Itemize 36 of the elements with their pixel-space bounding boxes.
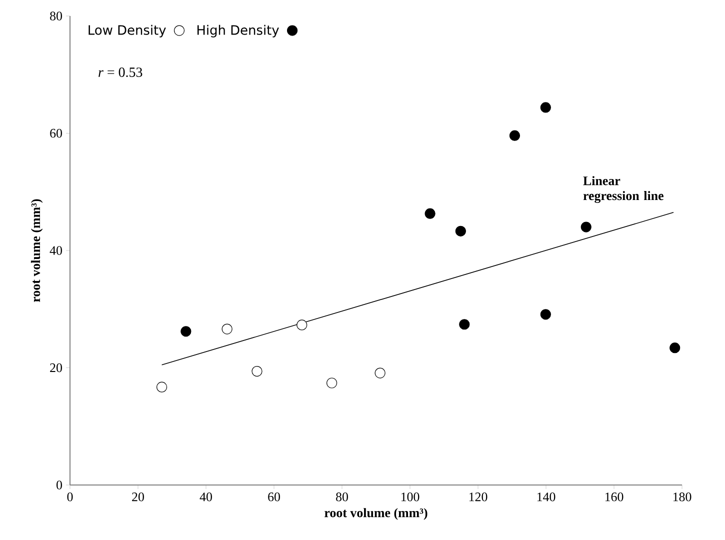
x-axis-title: root volume (mm³) — [324, 508, 428, 520]
legend-label: High Density — [197, 24, 279, 38]
x-tick-label: 180 — [673, 492, 692, 502]
y-tick-label: 80 — [50, 12, 62, 20]
point — [424, 208, 436, 219]
annotation: r = 0.53 — [98, 68, 142, 78]
y-tick-label: 20 — [50, 363, 62, 372]
point — [509, 130, 520, 141]
legend-label: Low Density — [88, 24, 166, 38]
x-tick-label: 160 — [605, 492, 624, 502]
x-tick-label: 60 — [268, 492, 280, 502]
point — [670, 342, 680, 354]
point — [222, 324, 232, 334]
y-tick-label: 60 — [50, 128, 62, 138]
x-tick-label: 80 — [336, 492, 348, 502]
y-tick-label: 40 — [50, 246, 62, 255]
point — [252, 366, 262, 377]
point — [180, 326, 192, 337]
point — [580, 222, 592, 232]
point — [296, 320, 308, 330]
x-tick-label: 100 — [401, 492, 420, 502]
y-tick-label: 0 — [56, 480, 62, 490]
x-tick-label: 40 — [200, 492, 212, 502]
point — [326, 378, 338, 388]
point — [455, 226, 466, 236]
point — [540, 102, 551, 113]
series-label: Linear regression line — [583, 176, 664, 203]
x-tick-label: 0 — [67, 492, 73, 502]
x-tick-label: 120 — [469, 492, 488, 502]
point — [459, 319, 470, 330]
point — [540, 309, 551, 320]
y-axis-title: root volume (mm³) — [30, 199, 43, 302]
point — [374, 368, 386, 378]
x-tick-label: 20 — [132, 492, 144, 502]
x-tick-label: 140 — [537, 492, 556, 502]
point — [156, 382, 168, 392]
